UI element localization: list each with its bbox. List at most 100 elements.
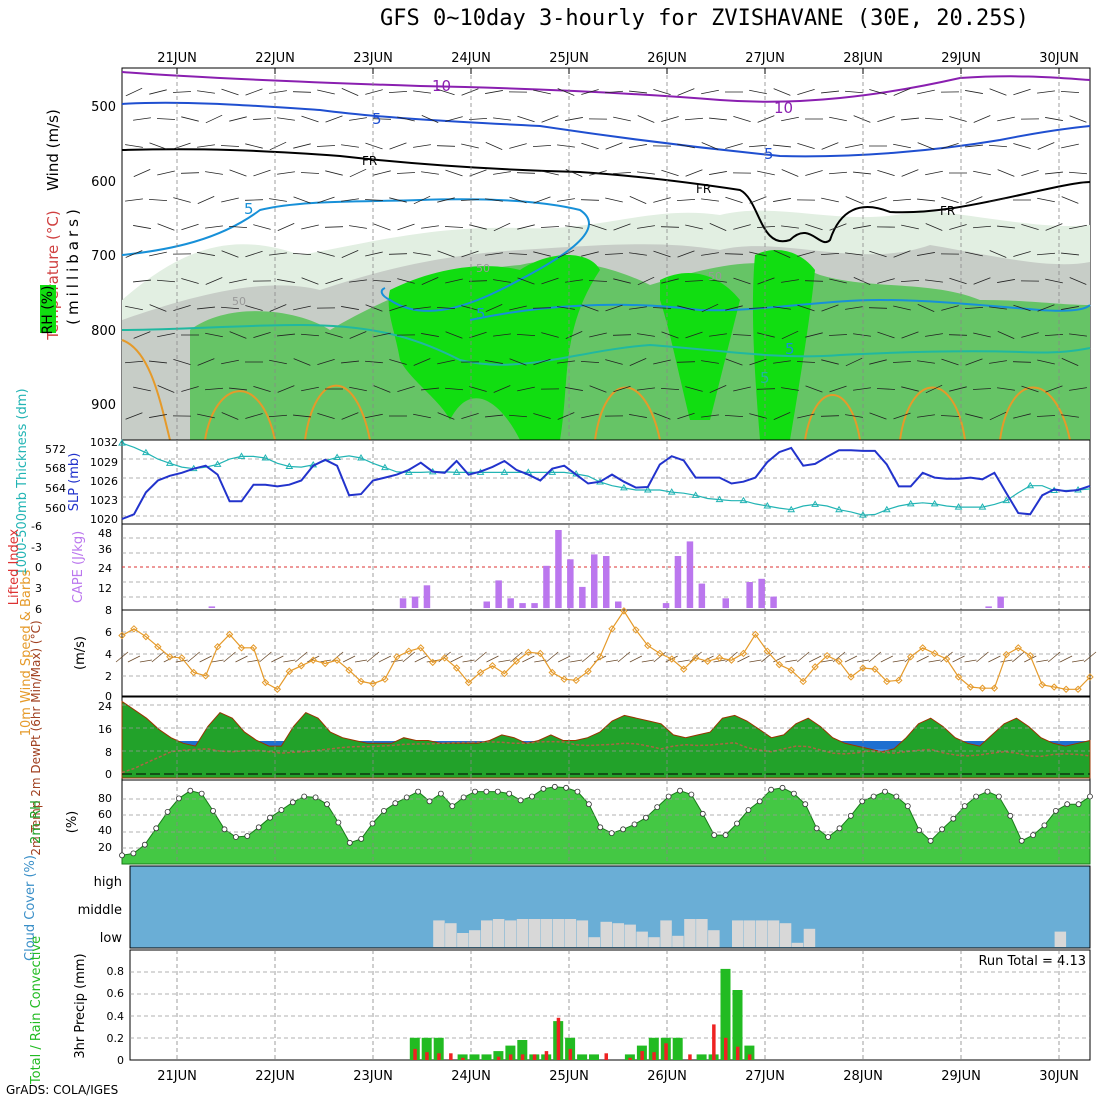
precip-panel: Run Total = 4.13 0.8 0.6 0.4 0.2 0 Total… [29,936,1091,1085]
precip-convective-bar [688,1054,692,1060]
upper-wind-barb [893,88,911,96]
wind10-barb [545,651,559,663]
upper-wind-barb [653,197,671,203]
upper-wind-barb [540,226,560,228]
wind10-marker [823,651,831,660]
rh2m-marker [472,788,478,795]
upper-wind-barb [133,279,151,283]
upper-wind-barb [853,276,871,286]
upper-wind-barb [965,413,983,419]
cape-bar [662,603,670,608]
cape-bar [411,596,419,608]
li-tick-6: 6 [35,603,42,616]
upper-wind-barb [1037,197,1055,203]
contour-label-10a: 10 [432,77,451,95]
precip-convective-bar [461,1057,465,1060]
wind10-marker [679,665,688,673]
upper-wind-barb [444,226,464,228]
wind10-marker [1050,683,1058,691]
wind10-marker [118,631,126,640]
rh2m-marker [483,788,490,795]
upper-wind-barb [749,196,767,204]
li-label: Lifted Index [7,528,22,605]
contour-label-fra: FR [362,154,377,168]
rh-shading-bright-3 [752,250,815,440]
upper-wind-barb [581,413,599,419]
upper-wind-barb [508,253,528,255]
upper-wind-barb [589,385,607,393]
upper-wind-barb [724,253,744,255]
rh2m-marker [734,820,740,827]
upper-wind-barb [901,386,919,392]
upper-wind-barb [517,277,535,285]
upper-wind-barb [445,278,463,284]
upper-wind-barb [821,142,839,150]
upper-wind-barb [749,413,767,419]
thick-tick-572: 572 [45,443,66,456]
chart-title: GFS 0~10day 3-hourly for ZVISHAVANE (30E… [380,6,1030,31]
wind10-barb [916,655,929,663]
upper-wind-barb [445,331,463,339]
upper-wind-barb [516,333,536,337]
temp-grid [122,697,1090,780]
wind10-marker [1038,681,1046,689]
upper-wind-barb [221,250,239,258]
rh2m-marker [1052,808,1059,814]
precip-convective-bar [520,1054,525,1060]
upper-wind-barb [269,304,287,312]
upper-wind-barb [197,358,215,366]
rh2m-marker [791,790,797,797]
slp-tick-1029: 1029 [90,456,118,469]
upper-wind-barb [820,415,840,417]
upper-wind-barb [532,307,552,309]
upper-wind-barb [1044,333,1064,337]
rh2m-marker [312,794,319,801]
upper-wind-barb [173,197,191,203]
rh2m-panel: 80 60 40 20 2m RH (%) [29,779,1093,865]
upper-wind-barb [1061,252,1079,256]
rh2m-marker [1064,801,1071,808]
precip-total-bar [421,1037,432,1060]
upper-wind-barb [509,196,527,204]
upper-wind-barb [877,331,895,339]
thick-tick-564: 564 [45,482,66,495]
upper-wind-barb [149,89,167,95]
rh2m-marker [301,793,308,800]
date-label-top: 23JUN [353,51,393,66]
wind10-marker [668,655,676,663]
wind10-marker [895,676,903,685]
upper-panel: 10 10 5 5 5 5 5 5 FR FR FR 50 50 50 500 … [40,67,1091,441]
upper-wind-barb [997,330,1015,340]
upper-wind-barb [493,279,511,283]
rh2m-marker [859,798,866,805]
precip-convective-bar [556,1017,561,1060]
upper-wind-barb [204,387,224,391]
thickness-marker [500,468,509,475]
precip-convective-bar [568,1048,573,1060]
upper-wind-barb [997,225,1015,229]
upper-wind-barb [684,280,704,282]
upper-wind-barb [997,279,1015,283]
cape-tick-8: 8 [105,604,112,617]
upper-wind-barb [805,170,823,176]
rh2m-marker [756,798,763,805]
upper-wind-barb [965,251,983,257]
upper-wind-barb [269,90,287,94]
upper-wind-barb [925,170,943,176]
temp2m-label: 2m Temp 2m DewPt (6hr Min/Max) (°C) [29,620,43,855]
upper-wind-barb [989,360,1007,364]
upper-wind-barb [709,117,727,121]
upper-wind-barb [509,143,527,149]
upper-wind-barb [396,172,416,174]
rh2m-marker [380,808,387,814]
upper-wind-barb [941,358,959,366]
upper-wind-barb [781,330,799,340]
upper-wind-barb [773,88,791,96]
rh2m-marker [586,801,592,808]
upper-wind-barb [701,303,719,313]
rh2m-marker [335,819,342,826]
cape-bar [674,556,682,608]
upper-wind-barb [557,306,575,310]
rh2m-marker [996,793,1002,800]
wind10-marker [1014,644,1023,652]
